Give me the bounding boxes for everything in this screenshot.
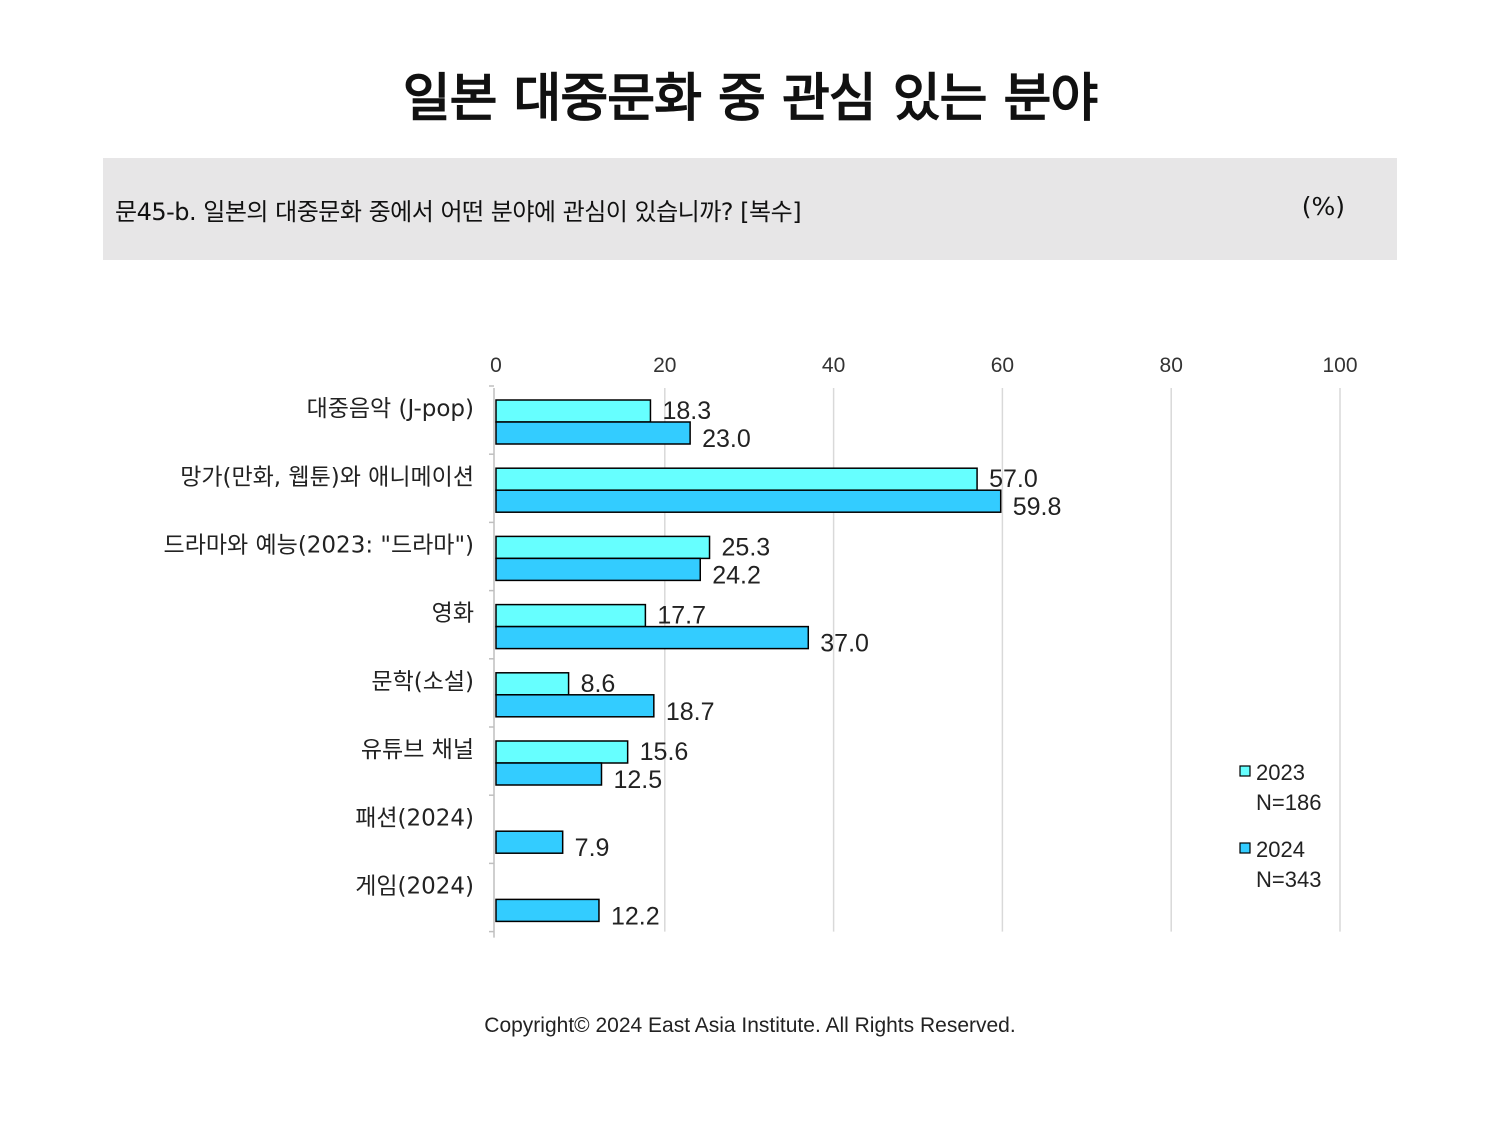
value-label-2023: 25.3 xyxy=(722,533,771,561)
category-label: 유튜브 채널 xyxy=(361,737,474,763)
legend-sample-2023: N=186 xyxy=(1256,790,1321,815)
bar-2024 xyxy=(495,694,655,718)
category-label: 게임(2024) xyxy=(355,874,474,900)
bar-2023 xyxy=(495,740,629,764)
value-label-2023: 18.3 xyxy=(662,397,711,425)
value-label-2023: 57.0 xyxy=(989,465,1038,493)
value-label-2024: 23.0 xyxy=(702,425,751,453)
legend-sample-2024: N=343 xyxy=(1256,867,1321,892)
x-axis-ticks: 0 20 40 60 80 100 xyxy=(490,354,1357,377)
question-box: 문45-b. 일본의 대중문화 중에서 어떤 분야에 관심이 있습니까? [복수… xyxy=(103,158,1397,260)
bar-2024 xyxy=(495,557,701,582)
bar-2023 xyxy=(495,399,652,423)
value-label-2024: 18.7 xyxy=(666,698,715,726)
value-label-2023: 8.6 xyxy=(581,670,616,698)
bar-2024 xyxy=(495,421,691,445)
bars xyxy=(495,399,1002,923)
category-label: 드라마와 예능(2023: "드라마") xyxy=(164,533,474,559)
value-label-2023: 15.6 xyxy=(640,738,689,766)
category-label: 망가(만화, 웹툰)와 애니메이션 xyxy=(180,464,474,490)
value-label-2024: 59.8 xyxy=(1013,493,1062,521)
bar-chart: 0 20 40 60 80 100 18.323.0 57.059.8 25.324.217.… xyxy=(164,354,1358,938)
x-tick-label: 100 xyxy=(1322,354,1357,377)
value-label-2023: 17.7 xyxy=(657,602,706,630)
bar-2023 xyxy=(495,672,570,696)
legend-label-2023: 2023 xyxy=(1256,760,1305,785)
x-tick-label: 60 xyxy=(991,354,1014,377)
legend-swatch-2024 xyxy=(1239,842,1251,854)
question-text: 문45-b. 일본의 대중문화 중에서 어떤 분야에 관심이 있습니까? [복수… xyxy=(115,198,802,226)
x-tick-label: 0 xyxy=(490,354,502,377)
bar-2024 xyxy=(495,830,564,854)
bar-2023 xyxy=(495,603,647,628)
value-label-2024: 12.5 xyxy=(614,766,663,794)
category-label: 대중음악 (J-pop) xyxy=(307,396,474,422)
page-title: 일본 대중문화 중 관심 있는 분야 xyxy=(402,69,1098,129)
legend-label-2024: 2024 xyxy=(1256,837,1305,862)
copyright-notice: Copyright© 2024 East Asia Institute. All… xyxy=(484,1014,1016,1037)
value-label-2024: 12.2 xyxy=(611,902,660,930)
legend-swatch-2023 xyxy=(1239,765,1251,777)
bar-2024 xyxy=(495,625,810,650)
category-label: 영화 xyxy=(432,601,474,627)
category-label: 패션(2024) xyxy=(355,805,474,831)
x-tick-label: 40 xyxy=(822,354,845,377)
value-label-2024: 37.0 xyxy=(820,630,869,658)
bar-2024 xyxy=(495,898,600,923)
bar-2024 xyxy=(495,489,1002,513)
x-tick-label: 20 xyxy=(653,354,676,377)
value-labels: 18.323.0 57.059.8 25.324.217.7 37.0 8.6 18.7 1… xyxy=(575,397,1062,930)
category-label: 문학(소설) xyxy=(371,669,474,695)
bar-2023 xyxy=(495,467,978,491)
bar-2023 xyxy=(495,535,711,560)
value-label-2024: 7.9 xyxy=(575,834,610,862)
x-tick-label: 80 xyxy=(1160,354,1183,377)
unit-label: (%) xyxy=(1301,192,1345,221)
bar-2024 xyxy=(495,762,603,786)
legend: 2023 N=186 2024 N=343 xyxy=(1239,760,1321,892)
value-label-2024: 24.2 xyxy=(712,561,761,589)
